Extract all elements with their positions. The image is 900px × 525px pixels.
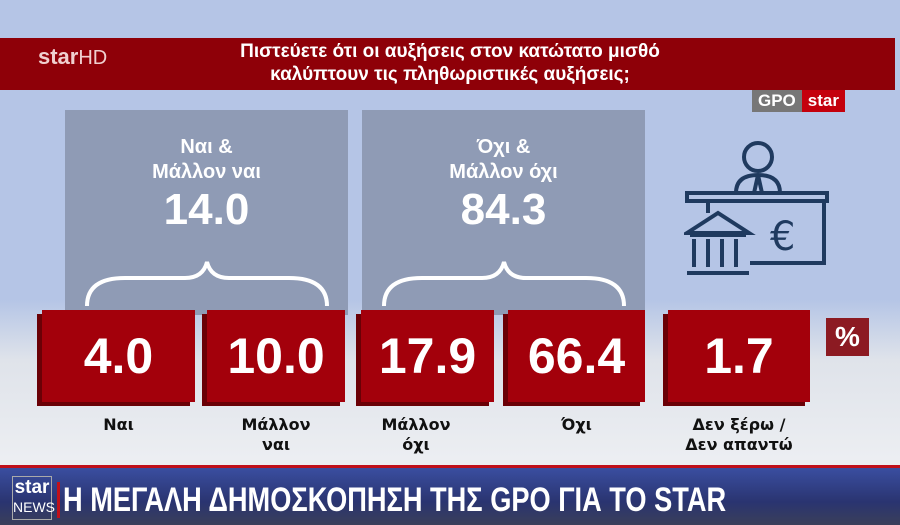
ticker-divider [57, 482, 60, 518]
value-box: 10.0 [207, 310, 345, 402]
category-label: Δεν ξέρω / Δεν απαντώ [668, 415, 810, 455]
label-line: Όχι [561, 415, 592, 434]
question-line-2: καλύπτουν τις πληθωριστικές αυξήσεις; [270, 64, 630, 85]
value-box: 1.7 [668, 310, 810, 402]
category-label: Μάλλον όχι [361, 415, 471, 455]
svg-text:€: € [770, 214, 795, 260]
group-panel-no: Όχι & Μάλλον όχι 84.3 [362, 110, 645, 315]
ticker-headline: Η ΜΕΓΑΛΗ ΔΗΜΟΣΚΟΠΗΣΗ ΤΗΣ GPO ΓΙΑ ΤΟ STAR [63, 481, 727, 519]
category-label: Μάλλον ναι [207, 415, 345, 455]
brace-icon [382, 261, 626, 307]
group-value: 84.3 [460, 185, 547, 234]
value-box: 66.4 [508, 310, 645, 402]
label-line: όχι [402, 435, 430, 454]
star-hd-logo: starHD [38, 44, 107, 70]
group-panel-yes: Ναι & Μάλλον ναι 14.0 [65, 110, 348, 315]
group-label: Ναι & [180, 136, 233, 158]
logo-suffix: HD [78, 47, 108, 69]
question-line-1: Πιστεύετε ότι οι αυξήσεις στον κατώτατο … [240, 41, 660, 62]
value-box: 4.0 [42, 310, 195, 402]
category-label: Όχι [508, 415, 645, 435]
label-line: Δεν απαντώ [685, 435, 793, 454]
label-line: Μάλλον [241, 415, 311, 434]
label-line: Ναι [103, 415, 134, 434]
group-label: Μάλλον όχι [449, 161, 558, 183]
value-box: 17.9 [361, 310, 494, 402]
header-bar [0, 38, 895, 90]
category-label: Ναι [42, 415, 195, 435]
logo-top: star [14, 477, 50, 498]
logo-text: star [38, 44, 79, 69]
group-label: Μάλλον ναι [152, 161, 261, 183]
group-label: Όχι & [476, 136, 531, 158]
label-line: ναι [261, 435, 291, 454]
star-news-logo: star NEWS [12, 476, 55, 520]
label-line: Δεν ξέρω / [692, 415, 786, 434]
gpo-star-badge: GPO star [752, 90, 845, 112]
gpo-label: GPO [752, 90, 802, 112]
star-label: star [801, 90, 845, 112]
label-line: Μάλλον [381, 415, 451, 434]
poll-question: Πιστεύετε ότι οι αυξήσεις στον κατώτατο … [145, 40, 755, 86]
bank-teller-euro-icon: € [684, 141, 829, 275]
group-value: 14.0 [163, 185, 250, 234]
percent-badge: % [826, 318, 869, 356]
logo-bottom: NEWS [13, 499, 55, 515]
news-ticker: star NEWS Η ΜΕΓΑΛΗ ΔΗΜΟΣΚΟΠΗΣΗ ΤΗΣ GPO ΓΙ… [0, 465, 900, 525]
brace-icon [85, 261, 329, 307]
